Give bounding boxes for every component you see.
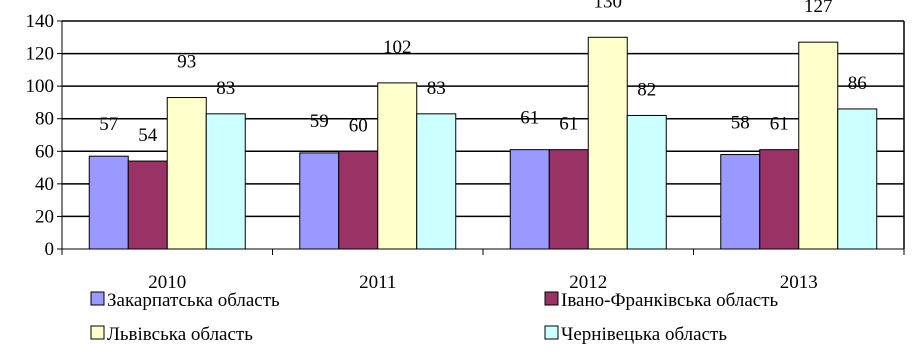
data-label: 83 <box>216 78 235 99</box>
x-tick-label: 2013 <box>780 272 818 293</box>
bar <box>205 113 246 250</box>
data-label: 61 <box>559 114 578 135</box>
data-label: 61 <box>520 108 539 129</box>
legend-swatch <box>544 325 559 340</box>
data-label: 60 <box>349 115 368 136</box>
bars <box>88 36 878 250</box>
data-label: 82 <box>637 79 656 100</box>
legend-label: Закарпатська область <box>107 290 280 311</box>
data-label: 58 <box>731 113 750 134</box>
bar <box>587 36 628 250</box>
data-label: 93 <box>177 52 196 73</box>
axes: 0 20 40 60 80 100 120 140 2010 2011 2012 2013 <box>26 11 905 293</box>
x-tick-label: 2011 <box>359 272 396 293</box>
y-tick-label: 80 <box>35 109 54 130</box>
bar <box>88 155 129 250</box>
data-label: 57 <box>99 114 118 135</box>
y-tick-label: 100 <box>26 76 55 97</box>
x-tick-label: 2012 <box>569 272 607 293</box>
legend-swatch <box>544 291 559 306</box>
data-label: 130 <box>594 0 623 12</box>
y-tick-label: 120 <box>26 44 55 65</box>
y-tick-label: 140 <box>26 11 55 32</box>
legend-label: Чернівецька область <box>561 324 727 345</box>
bar <box>377 82 418 250</box>
bar <box>338 150 379 250</box>
bar <box>759 149 800 250</box>
data-label: 61 <box>770 114 789 135</box>
legend-swatch <box>90 291 105 306</box>
data-labels: 57 54 93 83 59 60 102 83 61 61 130 82 58 61 127 86 <box>99 0 867 146</box>
data-label: 86 <box>848 73 867 94</box>
bar <box>798 41 839 250</box>
bar <box>416 113 457 250</box>
bar <box>720 154 761 250</box>
y-tick-label: 60 <box>35 141 54 162</box>
bar <box>127 160 168 250</box>
bar <box>509 149 550 250</box>
legend: Закарпатська область Івано-Франківська об… <box>90 290 779 345</box>
bar <box>837 108 878 250</box>
y-tick-label: 20 <box>35 206 54 227</box>
bar <box>166 97 207 250</box>
legend-label: Львівська область <box>107 324 253 345</box>
data-label: 54 <box>138 125 158 146</box>
y-tick-label: 40 <box>35 174 54 195</box>
data-label: 127 <box>804 0 833 17</box>
legend-swatch <box>90 325 105 340</box>
bar <box>626 114 667 250</box>
bar <box>299 152 340 250</box>
data-label: 102 <box>383 37 412 58</box>
x-tick-label: 2010 <box>148 272 186 293</box>
legend-label: Івано-Франківська область <box>561 290 779 311</box>
data-label: 83 <box>427 78 446 99</box>
bar <box>548 149 589 250</box>
y-tick-label: 0 <box>45 239 55 260</box>
data-label: 59 <box>310 111 329 132</box>
